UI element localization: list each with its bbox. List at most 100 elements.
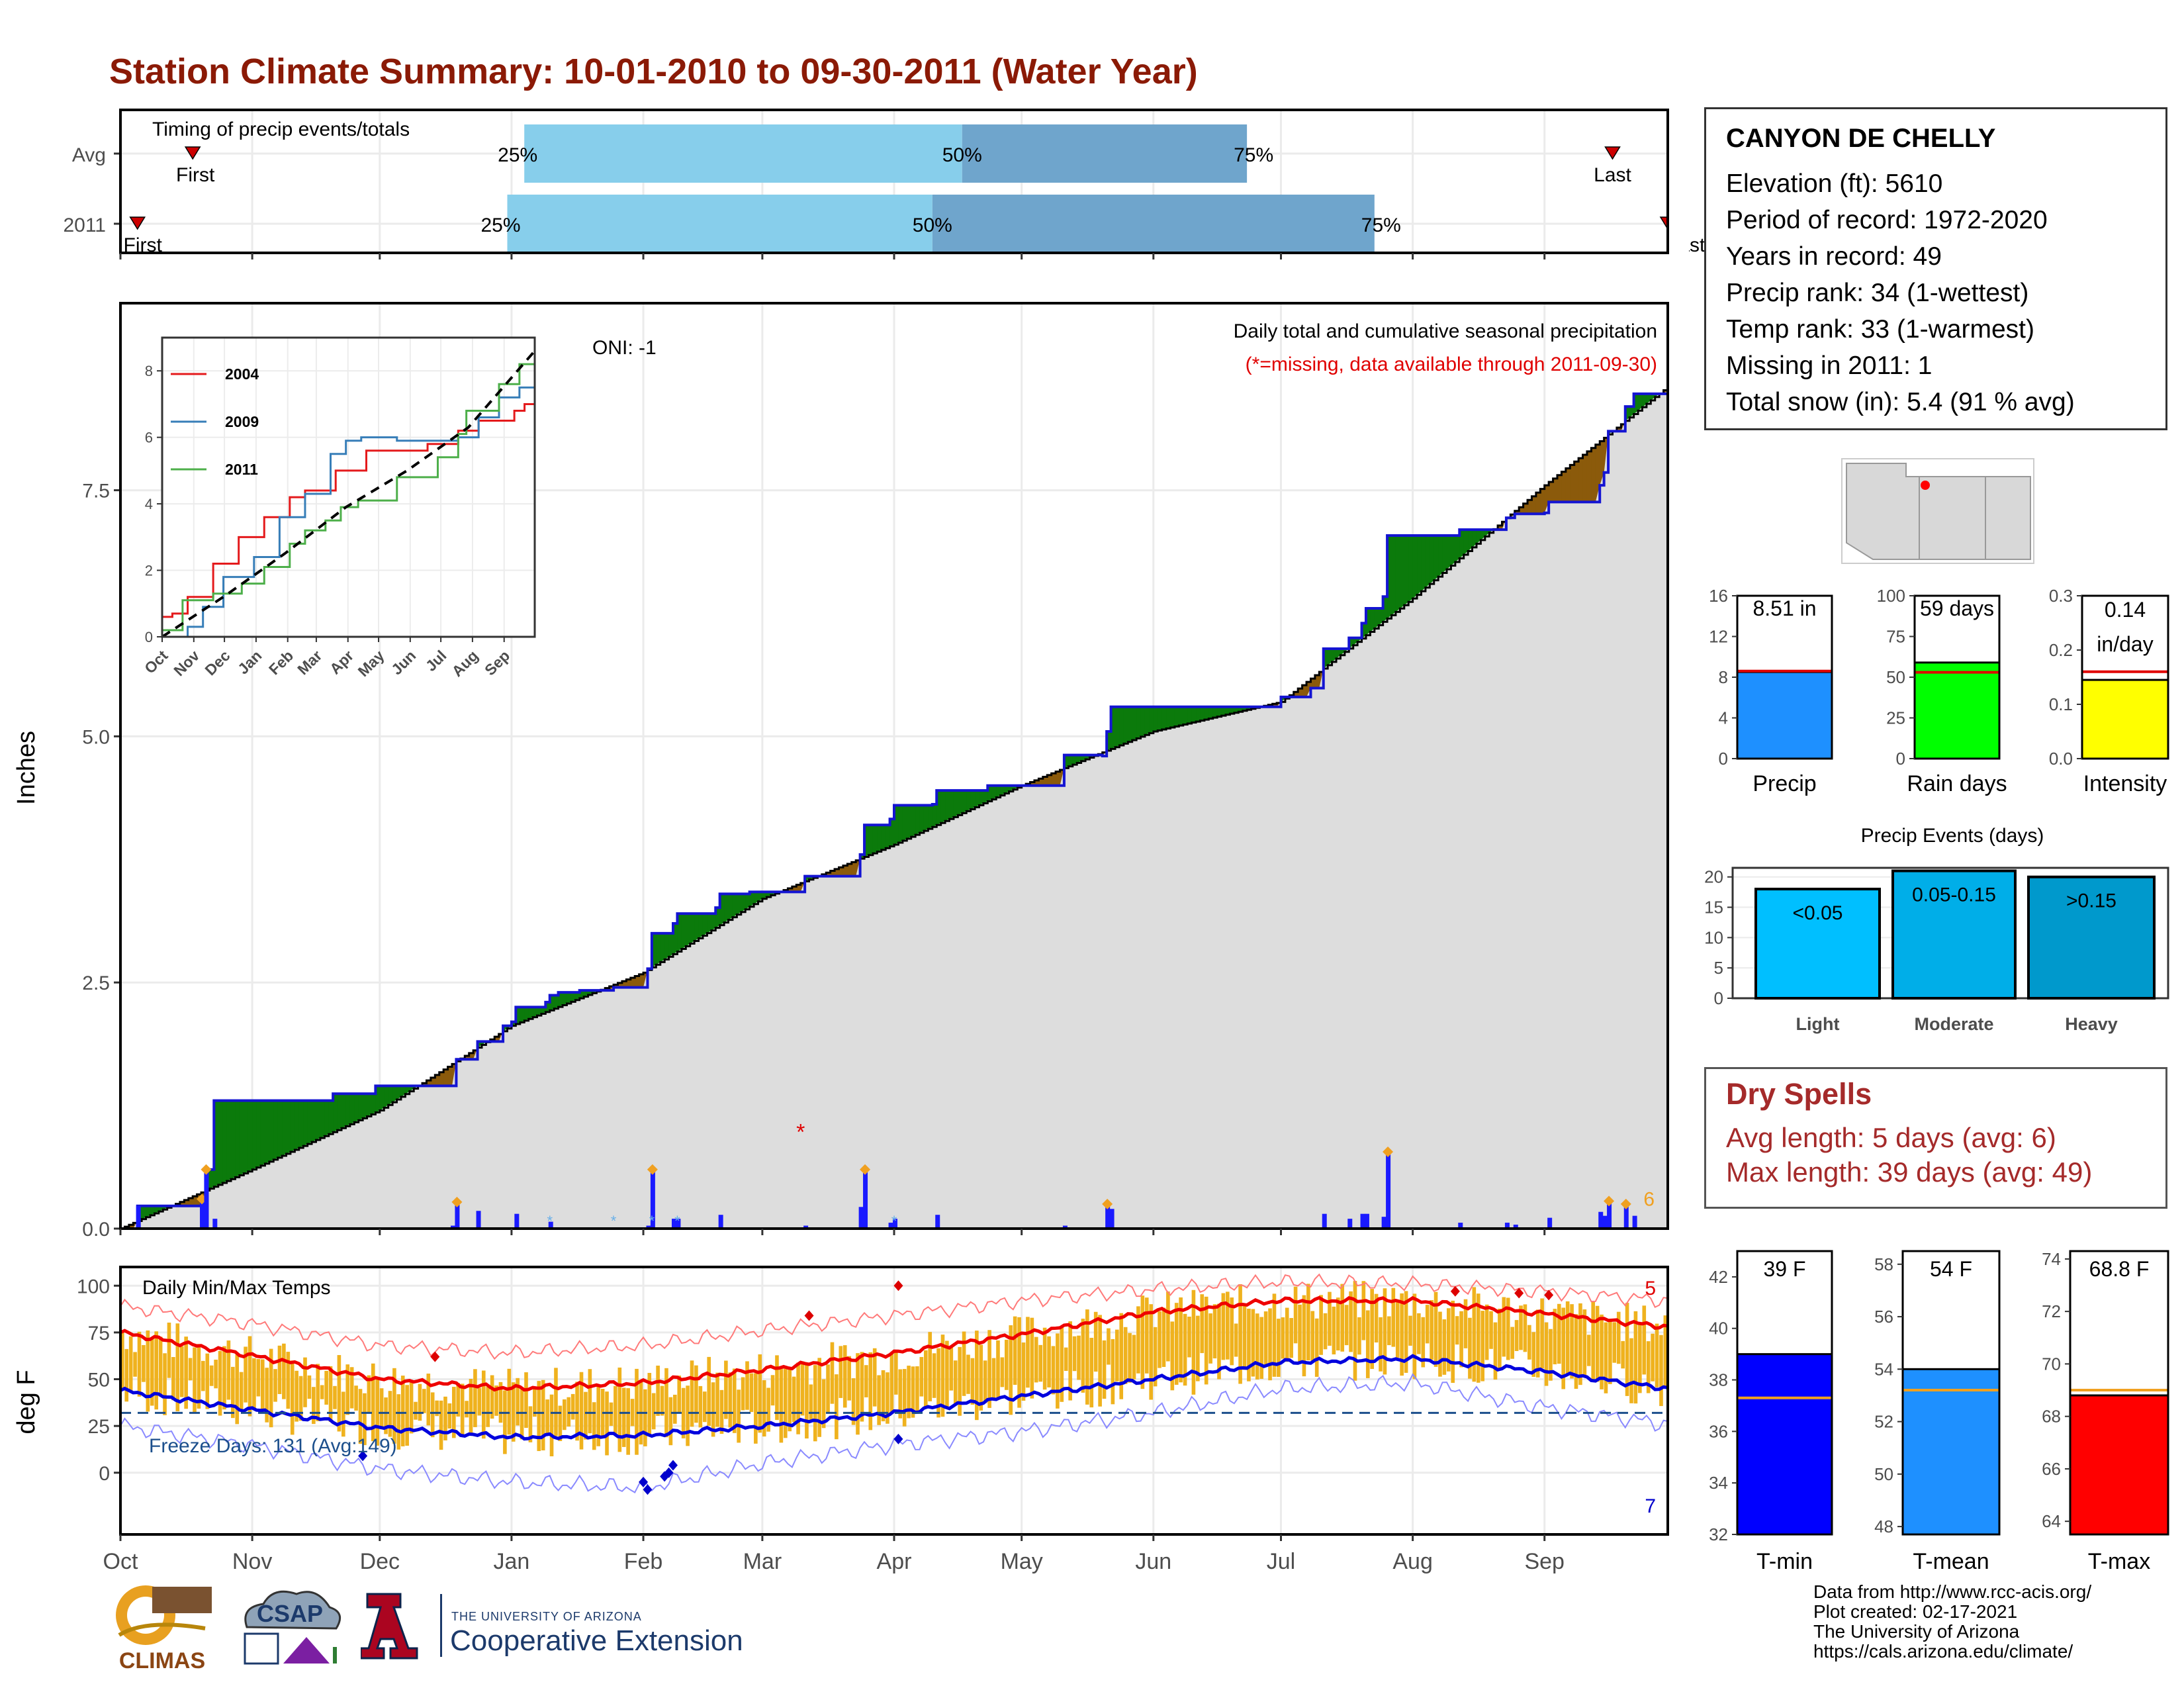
temp-daily-bar bbox=[396, 1394, 401, 1450]
precip-deficit-area bbox=[430, 1078, 435, 1086]
temp-daily-bar bbox=[1608, 1321, 1612, 1384]
precip-surplus-area bbox=[209, 1169, 214, 1189]
temp-daily-bar bbox=[554, 1368, 558, 1436]
temp-daily-bar bbox=[579, 1372, 584, 1450]
temp-daily-bar bbox=[1527, 1325, 1531, 1360]
temp-daily-bar bbox=[796, 1362, 800, 1434]
temp-daily-bar bbox=[1293, 1286, 1298, 1344]
temp-daily-bar bbox=[349, 1367, 354, 1409]
temp-daily-bar bbox=[987, 1330, 991, 1408]
temp-daily-bar bbox=[524, 1372, 528, 1429]
temp-daily-bar bbox=[877, 1375, 881, 1425]
events-bar bbox=[1891, 869, 2017, 1000]
temp-daily-bar bbox=[711, 1382, 715, 1437]
temp-daily-bar bbox=[1638, 1325, 1642, 1393]
temp-daily-bar bbox=[643, 1389, 647, 1446]
precip-base-area bbox=[120, 391, 1668, 1229]
temp-daily-bar bbox=[1595, 1305, 1600, 1382]
temp-daily-bar bbox=[966, 1354, 970, 1394]
month-tick-label: Oct bbox=[103, 1549, 138, 1574]
precip-surplus-area bbox=[958, 790, 963, 816]
temp-bars: 32 34 36 38 40 42 39 F T-min 48 50 52 54 56 58 54 F T-m… bbox=[1709, 1249, 2169, 1574]
temp-panel-label: Daily Min/Max Temps bbox=[142, 1277, 331, 1299]
precip-surplus-area bbox=[698, 914, 704, 939]
temp-daily-bar bbox=[239, 1372, 244, 1412]
precip-deficit-area bbox=[426, 1080, 432, 1086]
temp-daily-bar bbox=[1659, 1335, 1663, 1407]
precip-surplus-area bbox=[1081, 755, 1086, 761]
summary-bar-tick-label: 12 bbox=[1709, 627, 1728, 647]
precip-daily-bar bbox=[1062, 1225, 1068, 1229]
precip-surplus-area bbox=[588, 990, 593, 995]
temp-daily-bar bbox=[1149, 1304, 1154, 1400]
temp-daily-bar bbox=[1472, 1287, 1477, 1382]
inset-legend-label: 2009 bbox=[225, 413, 259, 430]
temp-daily-bar bbox=[1578, 1303, 1582, 1385]
precip-daily-bar bbox=[1364, 1213, 1369, 1229]
temp-daily-bar bbox=[1463, 1299, 1468, 1348]
temp-daily-bar bbox=[498, 1382, 503, 1423]
precip-surplus-area bbox=[953, 790, 958, 818]
precip-surplus-area bbox=[226, 1100, 232, 1182]
precip-surplus-area bbox=[1421, 535, 1426, 592]
events-bar bbox=[2027, 875, 2156, 1000]
precip-surplus-area bbox=[1221, 706, 1226, 716]
precip-surplus-area bbox=[975, 790, 980, 808]
temp-daily-bar bbox=[1161, 1307, 1166, 1367]
events-bar-name: Light bbox=[1796, 1014, 1840, 1034]
precip-surplus-area bbox=[945, 790, 950, 821]
ua-logo-big-text: Cooperative Extension bbox=[450, 1624, 743, 1657]
precip-surplus-area bbox=[1433, 535, 1439, 581]
precip-deficit-area bbox=[1310, 679, 1316, 688]
temp-record-high-marker bbox=[1514, 1288, 1524, 1299]
precip-surplus-area bbox=[805, 876, 810, 882]
dry-spells-box: Dry Spells Avg length: 5 days (avg: 6) M… bbox=[1704, 1067, 2167, 1209]
temp-daily-bar bbox=[1183, 1313, 1187, 1386]
precip-deficit-area bbox=[439, 1072, 444, 1086]
precip-surplus-area bbox=[1204, 706, 1209, 720]
precip-surplus-area bbox=[1217, 706, 1222, 717]
precip-surplus-area bbox=[328, 1100, 334, 1135]
precip-surplus-area bbox=[877, 825, 882, 852]
temp-daily-bar bbox=[1510, 1327, 1514, 1359]
temp-daily-bar bbox=[1344, 1305, 1349, 1346]
temp-daily-bar bbox=[469, 1379, 473, 1434]
precip-surplus-area bbox=[214, 1100, 219, 1187]
month-tick-label: Sep bbox=[1524, 1549, 1565, 1574]
temp-daily-bar bbox=[1123, 1327, 1128, 1384]
temp-daily-bar bbox=[1387, 1316, 1391, 1346]
temp-daily-bar bbox=[775, 1355, 779, 1421]
temp-daily-bar bbox=[256, 1358, 261, 1397]
precip-deficit-area bbox=[1557, 475, 1563, 502]
precip-surplus-area bbox=[1196, 706, 1201, 722]
precip-daily-bar bbox=[476, 1211, 481, 1229]
station-info-line: Period of record: 1972-2020 bbox=[1726, 206, 2048, 234]
precip-surplus-area bbox=[1077, 755, 1082, 763]
precip-surplus-area bbox=[758, 892, 763, 902]
precip-deficit-area bbox=[851, 862, 856, 876]
precip-deficit-area bbox=[1578, 458, 1584, 502]
temp-daily-bar bbox=[1642, 1305, 1647, 1375]
precip-deficit-area bbox=[1519, 507, 1524, 514]
temp-daily-bar bbox=[635, 1368, 639, 1455]
precip-surplus-area bbox=[405, 1086, 410, 1094]
temp-daily-bar bbox=[494, 1385, 498, 1416]
temp-daily-bar bbox=[1451, 1300, 1455, 1383]
temp-daily-bar bbox=[244, 1346, 248, 1403]
temp-daily-bar bbox=[991, 1358, 996, 1401]
temp-daily-bar bbox=[724, 1360, 728, 1419]
precip-deficit-area bbox=[1302, 685, 1307, 697]
precip-surplus-area bbox=[337, 1094, 342, 1131]
temp-daily-bar bbox=[1586, 1335, 1591, 1366]
precip-surplus-area bbox=[409, 1086, 414, 1092]
precip-surplus-area bbox=[1357, 637, 1363, 642]
temp-summary-tick-label: 32 bbox=[1709, 1524, 1728, 1544]
temp-daily-bar bbox=[1230, 1297, 1234, 1366]
temp-daily-bar bbox=[307, 1375, 312, 1399]
credit-line: https://cals.arizona.edu/climate/ bbox=[1813, 1641, 2073, 1662]
precip-surplus-area bbox=[1340, 649, 1345, 655]
temp-summary-name: T-mean bbox=[1913, 1549, 1989, 1574]
precip-surplus-area bbox=[936, 790, 942, 825]
temp-summary-tick-label: 68 bbox=[2042, 1407, 2061, 1427]
